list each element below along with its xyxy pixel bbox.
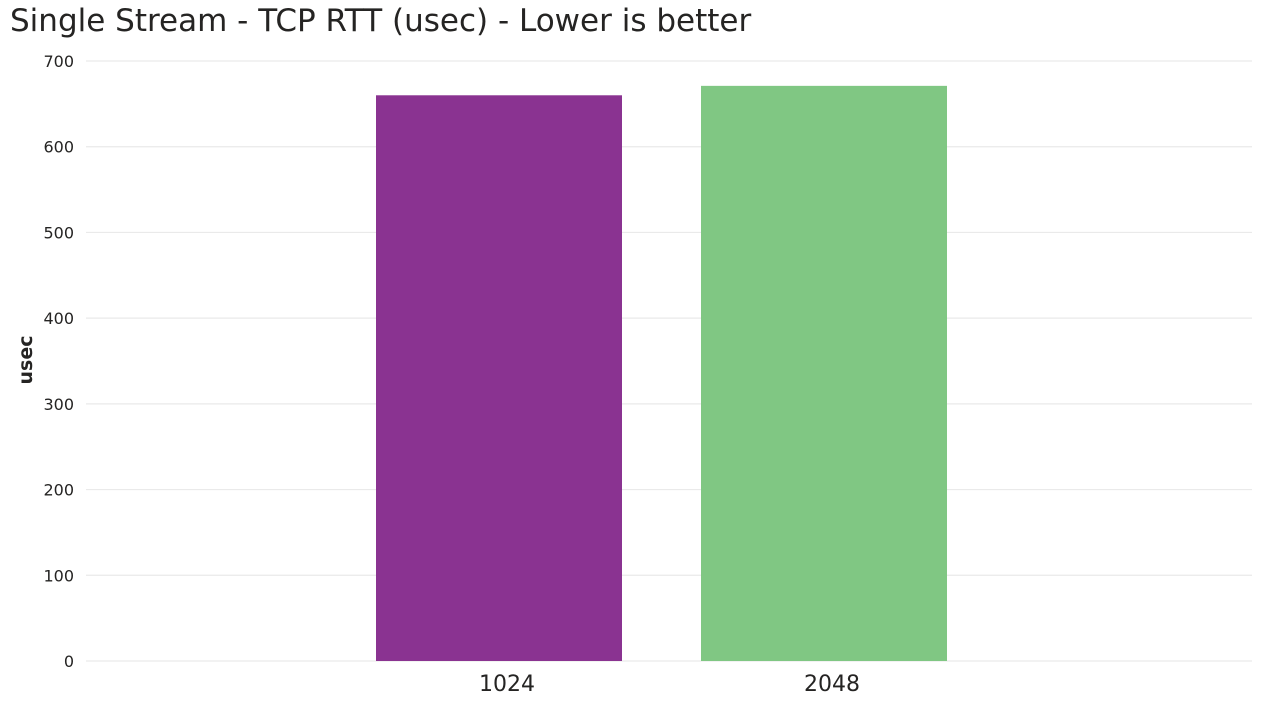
bars [376,85,947,662]
y-tick-labels: 0 100 200 300 400 500 600 700 [43,52,74,671]
y-tick-label: 200 [43,481,74,500]
y-tick-label: 700 [43,52,74,71]
y-tick-label: 300 [43,395,74,414]
y-tick-label: 400 [43,309,74,328]
x-tick-label: 2048 [804,672,860,697]
x-tick-label: 1024 [479,672,535,697]
chart-title: Single Stream - TCP RTT (usec) - Lower i… [10,3,752,39]
x-tick-labels: 1024 2048 [479,672,860,697]
y-tick-label: 0 [64,652,74,671]
bar-2048[interactable] [701,85,947,662]
y-tick-label: 600 [43,138,74,157]
gridlines [86,60,1252,662]
y-tick-label: 500 [43,223,74,242]
y-tick-label: 100 [43,566,74,585]
bar-1024[interactable] [376,95,622,662]
